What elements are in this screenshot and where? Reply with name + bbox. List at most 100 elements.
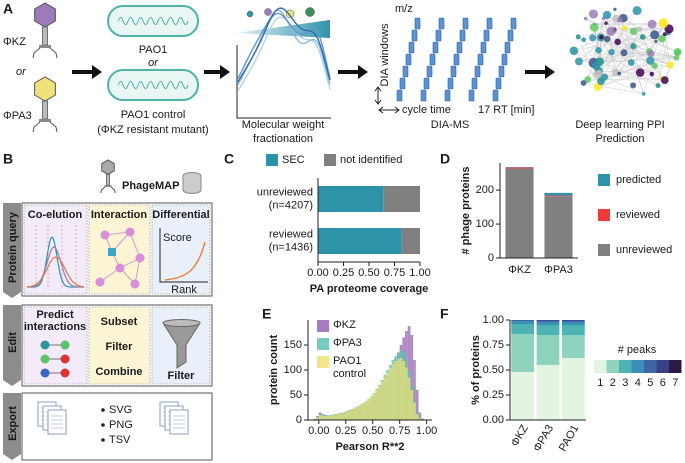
dia-window bbox=[486, 17, 493, 30]
section-box bbox=[21, 304, 213, 387]
bar bbox=[536, 335, 560, 365]
document-icon bbox=[47, 409, 67, 435]
phage-tail bbox=[42, 26, 48, 46]
bar bbox=[505, 167, 534, 169]
phage-head bbox=[34, 76, 56, 102]
network-edge bbox=[619, 19, 663, 79]
legend-label: SEC bbox=[282, 154, 305, 166]
dia-window bbox=[456, 41, 463, 54]
colorbar-cell bbox=[594, 360, 607, 373]
histogram-bar bbox=[332, 415, 335, 420]
chromatogram bbox=[237, 7, 331, 83]
colorbar-label: 5 bbox=[647, 377, 653, 389]
legend-title: # peaks bbox=[618, 344, 657, 356]
dia-window bbox=[480, 41, 487, 54]
colorbar-label: 4 bbox=[635, 377, 641, 389]
histogram-bar bbox=[351, 409, 354, 420]
panel-label: C bbox=[224, 151, 234, 167]
legend-label: PAO1 control bbox=[333, 355, 367, 380]
axis bbox=[374, 86, 382, 92]
legend-swatch bbox=[598, 244, 610, 256]
funnel-rim bbox=[162, 319, 201, 327]
network-node bbox=[641, 92, 646, 96]
tool-title: Predict bbox=[36, 309, 74, 321]
histogram-bar bbox=[396, 359, 400, 420]
dia-window bbox=[405, 53, 412, 66]
arrow-head bbox=[358, 65, 368, 79]
colorbar-label: 2 bbox=[610, 377, 616, 389]
legend-label: predicted bbox=[616, 174, 661, 186]
tool-title: Differential bbox=[152, 209, 209, 221]
dia-window bbox=[414, 17, 421, 30]
dia-window bbox=[507, 29, 514, 42]
phage-label: ΦPA3 bbox=[3, 110, 32, 122]
network-edge bbox=[596, 22, 664, 66]
network-node bbox=[581, 37, 586, 43]
step-label: DIA-MS bbox=[431, 119, 470, 131]
legend-label: unreviewed bbox=[616, 244, 672, 256]
step-label: Molecular weight bbox=[242, 119, 325, 131]
network-node bbox=[647, 50, 655, 58]
histogram-bar bbox=[415, 414, 419, 420]
phage-head bbox=[34, 2, 56, 28]
colorbar-cell bbox=[669, 360, 682, 373]
network-node bbox=[658, 18, 669, 28]
dia-window bbox=[396, 89, 403, 102]
dia-window bbox=[477, 53, 484, 66]
y-tick-label: 0.00 bbox=[483, 414, 504, 426]
histogram-bar bbox=[378, 386, 381, 420]
network-node bbox=[614, 38, 621, 46]
x-tick-label: 1.00 bbox=[409, 267, 430, 279]
section-tab-label: Edit bbox=[7, 332, 19, 353]
network-node bbox=[662, 32, 667, 37]
legend-label: ΦPA3 bbox=[333, 337, 362, 349]
histogram-bar bbox=[340, 413, 344, 420]
network-node bbox=[620, 49, 628, 57]
histogram-bar bbox=[413, 402, 416, 420]
network-node bbox=[673, 54, 680, 61]
mini-axis bbox=[159, 228, 208, 283]
phage-leg bbox=[100, 186, 106, 194]
x-tick-label: 0.50 bbox=[358, 267, 379, 279]
network-edge bbox=[661, 38, 671, 66]
network-node bbox=[613, 7, 617, 11]
network-edge bbox=[662, 23, 671, 66]
network-edge bbox=[657, 28, 670, 86]
category-label: ΦKZ bbox=[509, 423, 531, 449]
network-edge bbox=[654, 28, 670, 66]
phage-leg bbox=[32, 121, 41, 133]
y-tick-label: 0.75 bbox=[483, 339, 504, 351]
panel-label: D bbox=[440, 151, 450, 167]
histogram-bar bbox=[421, 418, 424, 420]
network-edge bbox=[623, 27, 641, 73]
protein-glyph bbox=[264, 8, 272, 16]
network-node bbox=[630, 43, 637, 50]
bar bbox=[561, 325, 585, 335]
dia-window bbox=[423, 77, 430, 90]
y-axis-label: # phage proteins bbox=[460, 166, 472, 254]
network-edge bbox=[583, 82, 644, 95]
axis bbox=[374, 99, 382, 105]
bar bbox=[536, 322, 560, 325]
histogram-bar bbox=[415, 390, 419, 420]
network-node bbox=[635, 68, 645, 77]
tool-title: Subset bbox=[101, 316, 138, 328]
network-node bbox=[664, 24, 674, 34]
dia-window bbox=[444, 89, 451, 102]
section-box bbox=[21, 392, 213, 461]
dia-window bbox=[402, 65, 409, 78]
or-label: or bbox=[16, 66, 27, 78]
mini-curve bbox=[164, 241, 206, 281]
network-node bbox=[589, 22, 599, 32]
network-node bbox=[654, 39, 658, 43]
category-label: ΦPA3 bbox=[531, 423, 556, 454]
axis bbox=[236, 45, 331, 119]
db-icon bbox=[182, 176, 202, 194]
network-node bbox=[660, 76, 669, 85]
colorbar-cell bbox=[644, 360, 657, 373]
network-node bbox=[632, 6, 642, 16]
pair-node bbox=[40, 340, 50, 350]
bullet bbox=[101, 423, 105, 427]
protein-glyph bbox=[246, 10, 254, 18]
